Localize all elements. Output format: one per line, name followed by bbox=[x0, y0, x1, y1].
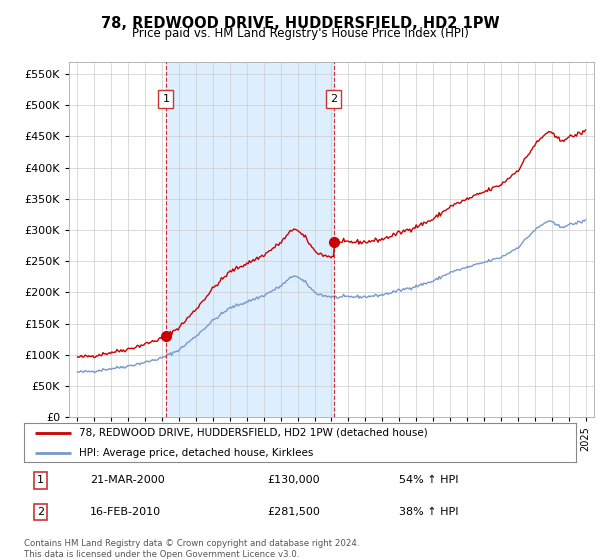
Text: Price paid vs. HM Land Registry's House Price Index (HPI): Price paid vs. HM Land Registry's House … bbox=[131, 27, 469, 40]
Text: 16-FEB-2010: 16-FEB-2010 bbox=[90, 507, 161, 517]
Text: £281,500: £281,500 bbox=[267, 507, 320, 517]
Text: 21-MAR-2000: 21-MAR-2000 bbox=[90, 475, 165, 485]
Text: Contains HM Land Registry data © Crown copyright and database right 2024.
This d: Contains HM Land Registry data © Crown c… bbox=[24, 539, 359, 559]
Text: HPI: Average price, detached house, Kirklees: HPI: Average price, detached house, Kirk… bbox=[79, 447, 314, 458]
Text: 54% ↑ HPI: 54% ↑ HPI bbox=[400, 475, 459, 485]
Text: 78, REDWOOD DRIVE, HUDDERSFIELD, HD2 1PW: 78, REDWOOD DRIVE, HUDDERSFIELD, HD2 1PW bbox=[101, 16, 499, 31]
Text: 38% ↑ HPI: 38% ↑ HPI bbox=[400, 507, 459, 517]
Text: 2: 2 bbox=[37, 507, 44, 517]
Text: 78, REDWOOD DRIVE, HUDDERSFIELD, HD2 1PW (detached house): 78, REDWOOD DRIVE, HUDDERSFIELD, HD2 1PW… bbox=[79, 428, 428, 438]
Text: 1: 1 bbox=[163, 94, 169, 104]
Text: 2: 2 bbox=[330, 94, 337, 104]
Bar bbox=[166, 62, 334, 417]
Text: 1: 1 bbox=[37, 475, 44, 485]
Text: £130,000: £130,000 bbox=[267, 475, 320, 485]
